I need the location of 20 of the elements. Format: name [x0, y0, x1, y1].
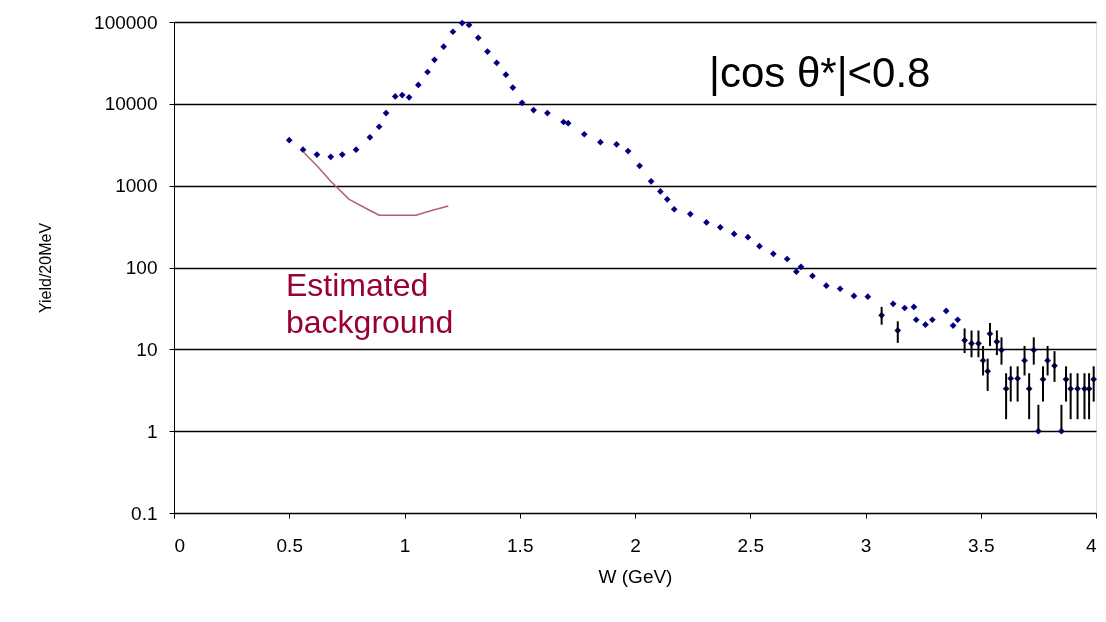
y-axis-title: Yield/20MeV: [37, 222, 55, 314]
x-tick-label: 1: [399, 534, 411, 556]
series-label: Estimated background: [286, 267, 454, 340]
y-tick-label: 10000: [104, 93, 158, 115]
x-tick-label: 3.5: [968, 534, 995, 556]
y-tick-label: 100: [125, 257, 158, 278]
x-axis-title: W (GeV): [598, 565, 673, 587]
x-tick-label: 1.5: [507, 534, 534, 556]
y-tick-label: 1000: [115, 175, 158, 197]
x-tick-label: 2.5: [737, 534, 764, 556]
annotation: |cos θ*|<0.8: [709, 49, 931, 96]
x-tick-label: 2: [630, 534, 641, 556]
y-tick-label: 0.1: [131, 502, 158, 524]
x-tick-label: 4: [1085, 534, 1097, 556]
y-tick-label: 100000: [94, 11, 158, 33]
x-tick-label: 3: [860, 534, 872, 556]
x-tick-label: 0: [174, 534, 186, 556]
x-tick-label: 0.5: [276, 534, 303, 556]
y-tick-label: 10: [136, 338, 158, 360]
y-tick-label: 1: [146, 420, 158, 442]
